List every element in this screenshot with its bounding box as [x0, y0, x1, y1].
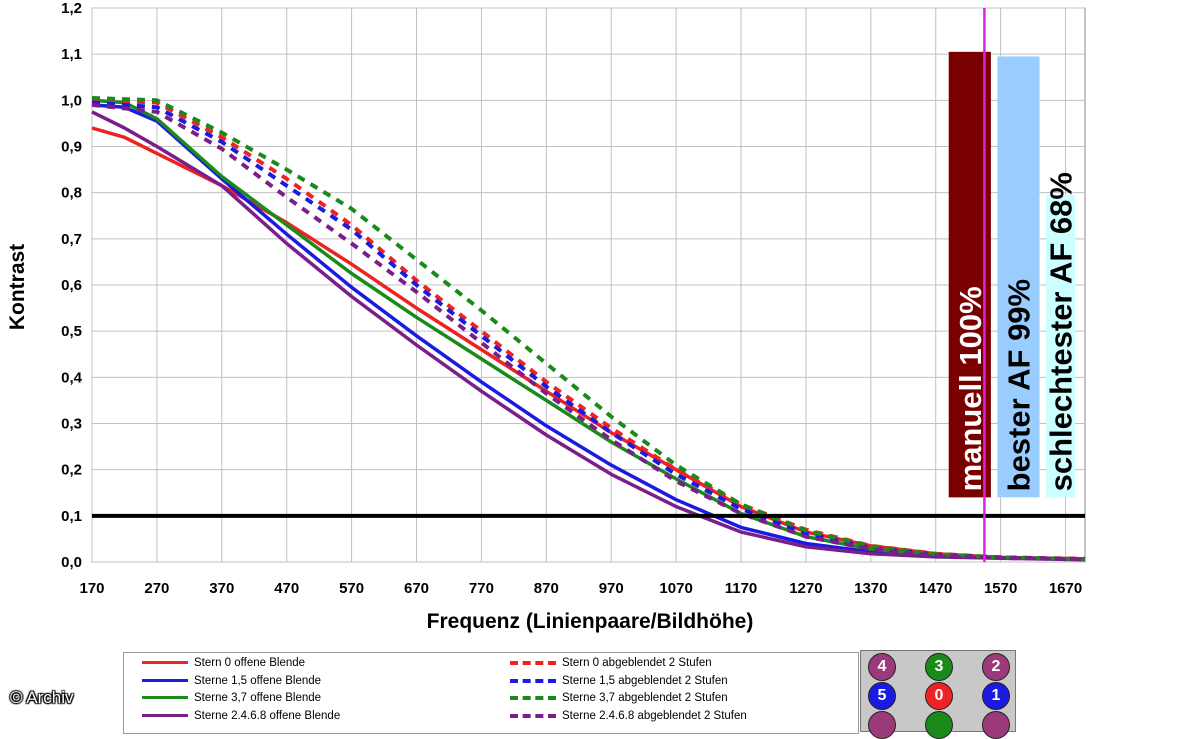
x-tick-label: 270 — [144, 580, 169, 597]
y-tick-label: 0,7 — [61, 231, 82, 248]
legend-swatch — [142, 713, 188, 717]
mtf-chart: manuell 100% bester AF 99% schlechtester A… — [6, 0, 1086, 633]
focus-marker: 2 — [982, 653, 1010, 681]
score-bar-label: manuell 100% — [953, 286, 988, 491]
x-tick-label: 1470 — [919, 580, 952, 597]
legend-label: Sterne 2.4.6.8 offene Blende — [194, 709, 341, 722]
x-axis-title: Frequenz (Linienpaare/Bildhöhe) — [427, 610, 754, 633]
focus-marker — [982, 711, 1010, 739]
tick-labels: 0,0 0,1 0,2 0,3 0,4 0,5 0,6 0,7 0,8 0,9 1,0 1,1 1,2 1… — [61, 0, 1082, 597]
score-bar — [1046, 194, 1075, 498]
y-tick-label: 0,8 — [61, 185, 82, 202]
legend-swatch — [142, 678, 188, 682]
legend-label: Sterne 1,5 offene Blende — [194, 674, 322, 687]
legend: Stern 0 offene Blende Sterne 1,5 offene B… — [123, 652, 859, 734]
legend-label: Sterne 2.4.6.8 abgeblendet 2 Stufen — [562, 709, 747, 722]
focus-marker — [925, 711, 953, 739]
x-tick-label: 1070 — [659, 580, 692, 597]
legend-label: Sterne 3,7 offene Blende — [194, 692, 322, 704]
x-tick-label: 670 — [404, 580, 429, 597]
y-tick-label: 1,1 — [61, 46, 82, 63]
legend-label: Stern 0 abgeblendet 2 Stufen — [562, 657, 712, 669]
y-tick-label: 0,1 — [61, 508, 82, 525]
x-tick-label: 1670 — [1049, 580, 1082, 597]
series-line-dashed — [91, 100, 1086, 562]
copyright-label: © Archiv — [10, 688, 74, 707]
score-bar-label: bester AF 99% — [1001, 279, 1036, 492]
focus-marker: 3 — [925, 653, 953, 681]
y-tick-label: 0,9 — [61, 139, 82, 156]
focus-marker: 5 — [868, 682, 896, 710]
legend-swatch — [510, 696, 556, 700]
focus-marker: 1 — [982, 682, 1010, 710]
score-bar — [997, 56, 1040, 498]
legend-label: Sterne 3,7 abgeblendet 2 Stufen — [562, 692, 728, 704]
focus-marker — [868, 711, 896, 739]
y-tick-label: 0,3 — [61, 416, 82, 433]
y-tick-label: 0,0 — [61, 554, 82, 571]
legend-label: Sterne 1,5 abgeblendet 2 Stufen — [562, 674, 728, 687]
y-tick-label: 0,5 — [61, 323, 82, 340]
x-tick-label: 1570 — [984, 580, 1017, 597]
x-tick-label: 370 — [209, 580, 234, 597]
x-tick-label: 470 — [274, 580, 299, 597]
legend-label: Stern 0 offene Blende — [194, 657, 306, 669]
series-line-dashed — [91, 98, 1086, 561]
x-tick-label: 570 — [339, 580, 364, 597]
x-tick-label: 1170 — [725, 580, 758, 597]
y-tick-label: 0,6 — [61, 277, 82, 294]
y-tick-label: 1,2 — [61, 0, 82, 17]
focus-marker: 0 — [925, 682, 953, 710]
series-line — [91, 110, 1086, 562]
legend-swatch — [510, 661, 556, 665]
x-tick-label: 170 — [79, 580, 104, 597]
x-tick-label: 970 — [599, 580, 624, 597]
legend-swatch — [510, 713, 556, 718]
series-line-dashed — [91, 96, 1086, 562]
x-tick-label: 770 — [469, 580, 494, 597]
y-tick-label: 0,2 — [61, 462, 82, 479]
x-tick-label: 870 — [534, 580, 559, 597]
series-lines — [91, 96, 1086, 562]
legend-swatch — [142, 696, 188, 699]
score-bar-label: schlechtester AF 68% — [1044, 172, 1079, 491]
legend-swatch — [510, 678, 556, 683]
x-tick-label: 1370 — [854, 580, 887, 597]
y-tick-label: 0,4 — [61, 369, 83, 386]
x-tick-label: 1270 — [789, 580, 822, 597]
grid — [91, 7, 1086, 563]
y-axis-title: Kontrast — [6, 244, 29, 330]
series-line-dashed — [91, 102, 1086, 562]
y-tick-label: 1,0 — [61, 92, 82, 109]
bars: manuell 100% bester AF 99% schlechtester A… — [948, 51, 1079, 498]
focus-marker: 4 — [868, 653, 896, 681]
overlays — [92, 8, 1085, 562]
legend-swatch — [142, 661, 188, 664]
